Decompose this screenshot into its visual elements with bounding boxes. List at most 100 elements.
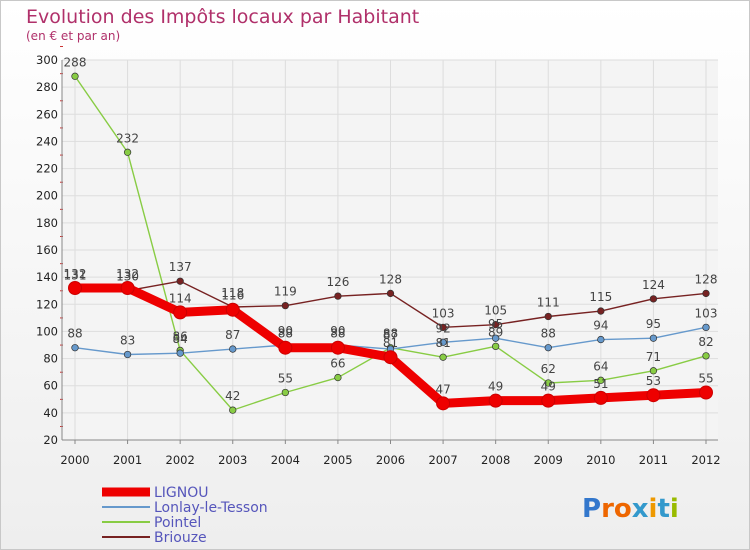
point-lignou: [699, 385, 713, 400]
data-label-pointel: 88: [383, 327, 398, 341]
data-label-briouze: 118: [221, 286, 244, 300]
data-label-briouze: 111: [537, 296, 560, 310]
data-label-pointel: 82: [698, 335, 713, 349]
data-label-briouze: 130: [116, 270, 139, 284]
data-label-lonlay-le-tesson: 92: [435, 321, 450, 335]
point-pointel: [492, 342, 500, 351]
point-briouze: [597, 307, 605, 315]
data-label-lonlay-le-tesson: 84: [173, 332, 188, 346]
data-label-lonlay-le-tesson: 88: [541, 327, 556, 341]
point-lonlay-le-tesson: [597, 335, 605, 344]
data-label-lignou: 88: [330, 327, 345, 341]
x-tick-label: 2006: [376, 453, 405, 467]
x-tick-label: 2012: [691, 453, 720, 467]
point-lonlay-le-tesson: [544, 344, 552, 352]
data-label-lonlay-le-tesson: 90: [278, 324, 293, 338]
point-lignou: [383, 350, 398, 365]
point-briouze: [544, 312, 552, 321]
data-label-lonlay-le-tesson: 88: [67, 327, 82, 341]
data-label-lignou: 53: [646, 374, 661, 388]
y-tick-label: 200: [36, 189, 58, 203]
data-label-briouze: 137: [169, 260, 192, 274]
y-tick-label: 220: [36, 162, 58, 176]
point-lignou: [593, 390, 608, 405]
data-label-briouze: 131: [64, 268, 87, 282]
data-label-briouze: 128: [695, 272, 718, 286]
legend-label-briouze: Briouze: [154, 530, 207, 546]
data-label-lignou: 49: [541, 380, 556, 394]
legend-label-pointel: Pointel: [154, 515, 201, 531]
point-briouze: [386, 289, 395, 298]
point-briouze: [492, 320, 500, 329]
data-label-lignou: 49: [488, 380, 503, 394]
brand-logo: Proxiti: [582, 494, 679, 524]
x-tick-label: 2005: [323, 453, 352, 467]
data-label-briouze: 119: [274, 285, 297, 299]
data-label-lignou: 81: [383, 336, 398, 350]
data-label-pointel: 62: [541, 362, 556, 376]
point-lignou: [173, 305, 188, 320]
brand-letter: r: [601, 494, 614, 524]
point-lonlay-le-tesson: [176, 349, 184, 357]
point-pointel: [649, 367, 658, 375]
brand-letter: i: [649, 494, 658, 524]
y-tick-label: 280: [36, 80, 58, 94]
point-pointel: [71, 72, 79, 80]
y-tick-label: 180: [36, 216, 58, 230]
y-tick-label: 80: [43, 352, 58, 366]
data-label-pointel: 288: [64, 55, 87, 69]
point-lignou: [541, 393, 556, 408]
x-tick-label: 2003: [218, 453, 247, 467]
data-label-briouze: 105: [484, 304, 507, 318]
point-lonlay-le-tesson: [649, 334, 658, 342]
data-label-lonlay-le-tesson: 95: [646, 317, 661, 331]
brand-letter: P: [582, 494, 601, 524]
point-lonlay-le-tesson: [439, 338, 447, 346]
x-tick-label: 2004: [271, 453, 300, 467]
point-briouze: [334, 292, 342, 300]
data-label-pointel: 42: [225, 389, 240, 403]
y-tick-label: 100: [36, 324, 58, 338]
data-label-lonlay-le-tesson: 83: [120, 334, 135, 348]
x-tick-label: 2007: [428, 453, 457, 467]
data-label-lignou: 132: [64, 267, 87, 281]
point-lignou: [120, 281, 135, 295]
data-label-pointel: 89: [488, 325, 503, 339]
point-lignou: [436, 396, 451, 411]
data-label-pointel: 232: [116, 131, 139, 145]
data-label-lignou: 132: [116, 267, 139, 281]
point-lignou: [330, 340, 345, 355]
point-briouze: [702, 289, 710, 298]
x-tick-label: 2009: [534, 453, 563, 467]
data-label-pointel: 64: [593, 359, 608, 373]
data-label-pointel: 86: [173, 329, 188, 343]
y-tick-label: 160: [36, 243, 58, 257]
y-tick-label: 60: [43, 379, 58, 393]
data-label-lignou: 51: [593, 377, 608, 391]
point-lignou: [68, 281, 82, 295]
point-lignou: [488, 393, 503, 408]
data-label-briouze: 115: [589, 290, 612, 304]
point-pointel: [597, 376, 605, 384]
y-tick-label: 240: [36, 134, 58, 148]
data-label-lonlay-le-tesson: 87: [225, 328, 240, 342]
point-briouze: [176, 277, 184, 285]
x-tick-label: 2002: [166, 453, 195, 467]
x-tick-label: 2001: [113, 453, 142, 467]
point-lignou: [646, 388, 661, 403]
point-lignou: [278, 340, 293, 355]
point-lonlay-le-tesson: [71, 344, 79, 352]
data-label-pointel: 55: [278, 372, 293, 386]
data-label-lignou: 55: [698, 372, 713, 386]
data-label-briouze: 103: [432, 306, 455, 320]
data-label-lignou: 47: [435, 382, 450, 396]
point-lonlay-le-tesson: [492, 334, 500, 342]
point-pointel: [439, 353, 447, 361]
data-label-lonlay-le-tesson: 90: [330, 324, 345, 338]
point-pointel: [702, 352, 710, 360]
point-lonlay-le-tesson: [229, 345, 237, 353]
data-label-briouze: 128: [379, 272, 402, 286]
point-briouze: [649, 295, 658, 303]
point-pointel: [229, 406, 237, 414]
